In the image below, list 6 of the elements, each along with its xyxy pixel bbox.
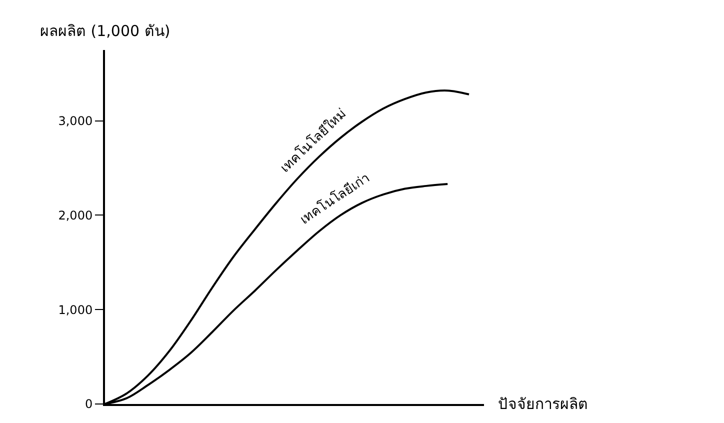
y-tick-label: 1,000 bbox=[58, 302, 93, 317]
y-axis-title: ผลผลิต (1,000 ตัน) bbox=[40, 22, 170, 40]
y-tick-label: 3,000 bbox=[58, 114, 93, 128]
y-tick-label: 0 bbox=[84, 397, 93, 412]
x-axis-title: ปัจจัยการผลิต bbox=[498, 395, 588, 413]
y-tick-label: 2,000 bbox=[58, 208, 93, 222]
